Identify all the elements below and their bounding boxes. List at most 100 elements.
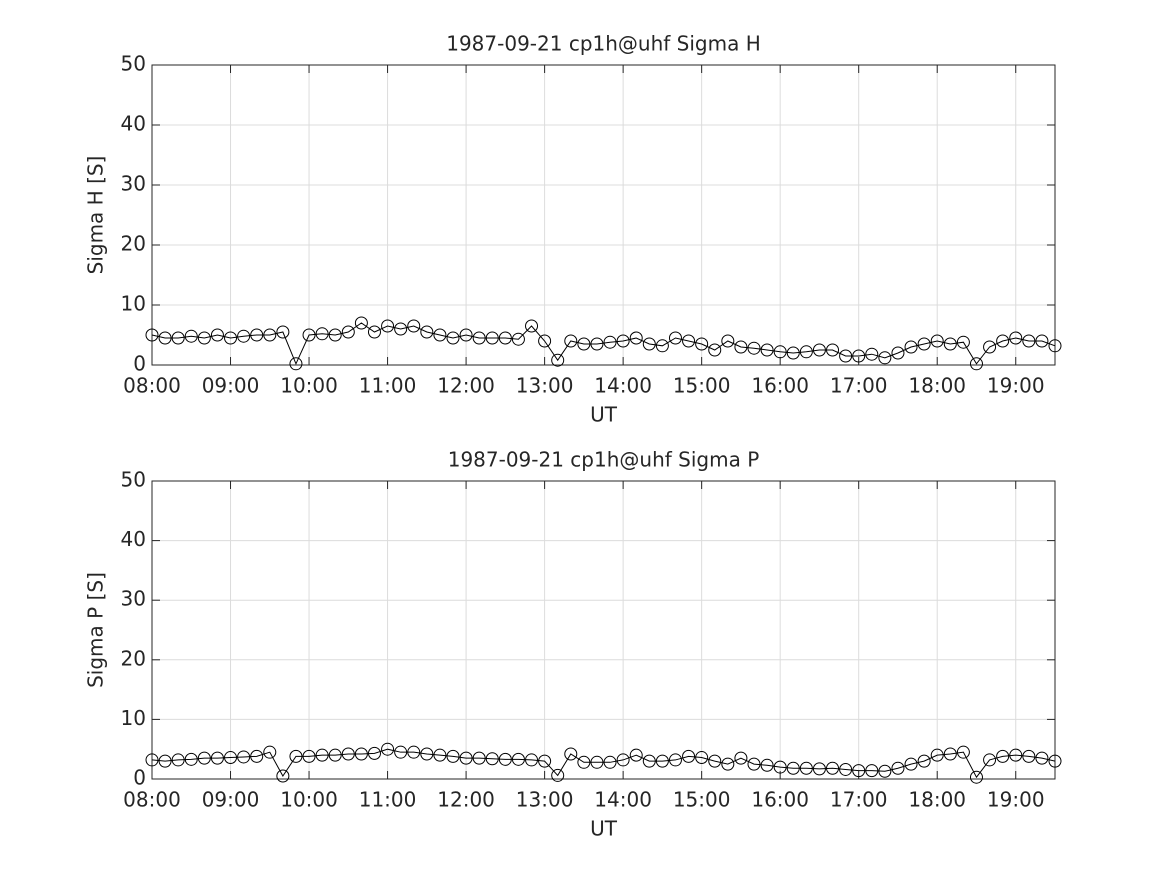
data-point bbox=[237, 750, 251, 764]
data-point bbox=[996, 749, 1010, 763]
data-point bbox=[158, 331, 172, 345]
x-axis-label: UT bbox=[590, 817, 618, 841]
data-point bbox=[171, 753, 185, 767]
data-point bbox=[472, 751, 486, 765]
data-point bbox=[590, 755, 604, 769]
data-point bbox=[943, 337, 957, 351]
x-tick-label: 19:00 bbox=[987, 788, 1045, 812]
data-point bbox=[394, 745, 408, 759]
x-tick-label: 16:00 bbox=[751, 374, 809, 398]
chart-title: 1987-09-21 cp1h@uhf Sigma P bbox=[448, 448, 760, 472]
data-point bbox=[498, 752, 512, 766]
y-tick-label: 0 bbox=[133, 352, 146, 376]
y-tick-label: 10 bbox=[121, 706, 146, 730]
data-point bbox=[564, 747, 578, 761]
data-point bbox=[263, 745, 277, 759]
data-point bbox=[616, 334, 630, 348]
data-point bbox=[525, 319, 539, 333]
data-point bbox=[551, 353, 565, 367]
data-point bbox=[1022, 749, 1036, 763]
y-tick-label: 20 bbox=[121, 646, 146, 670]
data-point bbox=[996, 334, 1010, 348]
y-tick-label: 40 bbox=[121, 527, 146, 551]
data-point bbox=[943, 747, 957, 761]
data-point bbox=[917, 754, 931, 768]
data-point bbox=[1035, 334, 1049, 348]
data-point bbox=[695, 751, 709, 765]
data-point bbox=[328, 748, 342, 762]
x-tick-label: 09:00 bbox=[202, 374, 260, 398]
y-tick-label: 30 bbox=[121, 172, 146, 196]
y-tick-label: 0 bbox=[133, 766, 146, 790]
data-point bbox=[184, 752, 198, 766]
data-point bbox=[197, 331, 211, 345]
data-point bbox=[839, 349, 853, 363]
data-point bbox=[760, 758, 774, 772]
data-point bbox=[433, 748, 447, 762]
data-point bbox=[1048, 754, 1062, 768]
data-point bbox=[642, 754, 656, 768]
data-point bbox=[210, 328, 224, 342]
data-point bbox=[721, 334, 735, 348]
data-point bbox=[1035, 751, 1049, 765]
data-point bbox=[826, 761, 840, 775]
x-tick-label: 18:00 bbox=[908, 788, 966, 812]
data-point bbox=[367, 325, 381, 339]
x-tick-label: 18:00 bbox=[908, 374, 966, 398]
axes-box bbox=[151, 64, 1056, 366]
x-tick-label: 15:00 bbox=[673, 788, 731, 812]
data-point bbox=[603, 335, 617, 349]
data-point bbox=[276, 325, 290, 339]
data-point bbox=[485, 752, 499, 766]
data-point bbox=[865, 764, 879, 778]
x-tick-label: 08:00 bbox=[123, 374, 181, 398]
data-point bbox=[839, 762, 853, 776]
data-point bbox=[904, 340, 918, 354]
x-tick-label: 14:00 bbox=[594, 374, 652, 398]
data-point bbox=[289, 749, 303, 763]
x-tick-label: 10:00 bbox=[280, 374, 338, 398]
x-tick-label: 08:00 bbox=[123, 788, 181, 812]
plot-area bbox=[152, 65, 1055, 365]
data-point bbox=[302, 328, 316, 342]
data-point bbox=[250, 328, 264, 342]
data-point bbox=[642, 337, 656, 351]
data-point bbox=[969, 357, 983, 371]
y-axis-label: Sigma P [S] bbox=[84, 572, 108, 688]
data-point bbox=[381, 319, 395, 333]
data-point bbox=[682, 334, 696, 348]
data-point bbox=[629, 331, 643, 345]
data-point bbox=[158, 754, 172, 768]
y-tick-label: 20 bbox=[121, 232, 146, 256]
data-point bbox=[773, 760, 787, 774]
data-point bbox=[760, 343, 774, 357]
data-point bbox=[197, 751, 211, 765]
data-point bbox=[472, 331, 486, 345]
data-point bbox=[799, 345, 813, 359]
data-point bbox=[407, 319, 421, 333]
data-point bbox=[668, 753, 682, 767]
data-point bbox=[786, 346, 800, 360]
data-point bbox=[302, 749, 316, 763]
data-point bbox=[341, 747, 355, 761]
data-point bbox=[145, 328, 159, 342]
data-point bbox=[511, 332, 525, 346]
data-point bbox=[852, 349, 866, 363]
data-point bbox=[551, 768, 565, 782]
data-point bbox=[538, 334, 552, 348]
data-point bbox=[538, 754, 552, 768]
x-axis-label: UT bbox=[590, 403, 618, 427]
x-tick-label: 17:00 bbox=[830, 788, 888, 812]
data-point bbox=[341, 325, 355, 339]
data-point bbox=[224, 751, 238, 765]
x-tick-label: 17:00 bbox=[830, 374, 888, 398]
data-point bbox=[367, 746, 381, 760]
data-point bbox=[420, 747, 434, 761]
data-point bbox=[668, 331, 682, 345]
data-point bbox=[852, 764, 866, 778]
data-point bbox=[603, 755, 617, 769]
data-point bbox=[956, 745, 970, 759]
data-point bbox=[145, 753, 159, 767]
x-tick-label: 11:00 bbox=[359, 788, 417, 812]
data-point bbox=[394, 322, 408, 336]
